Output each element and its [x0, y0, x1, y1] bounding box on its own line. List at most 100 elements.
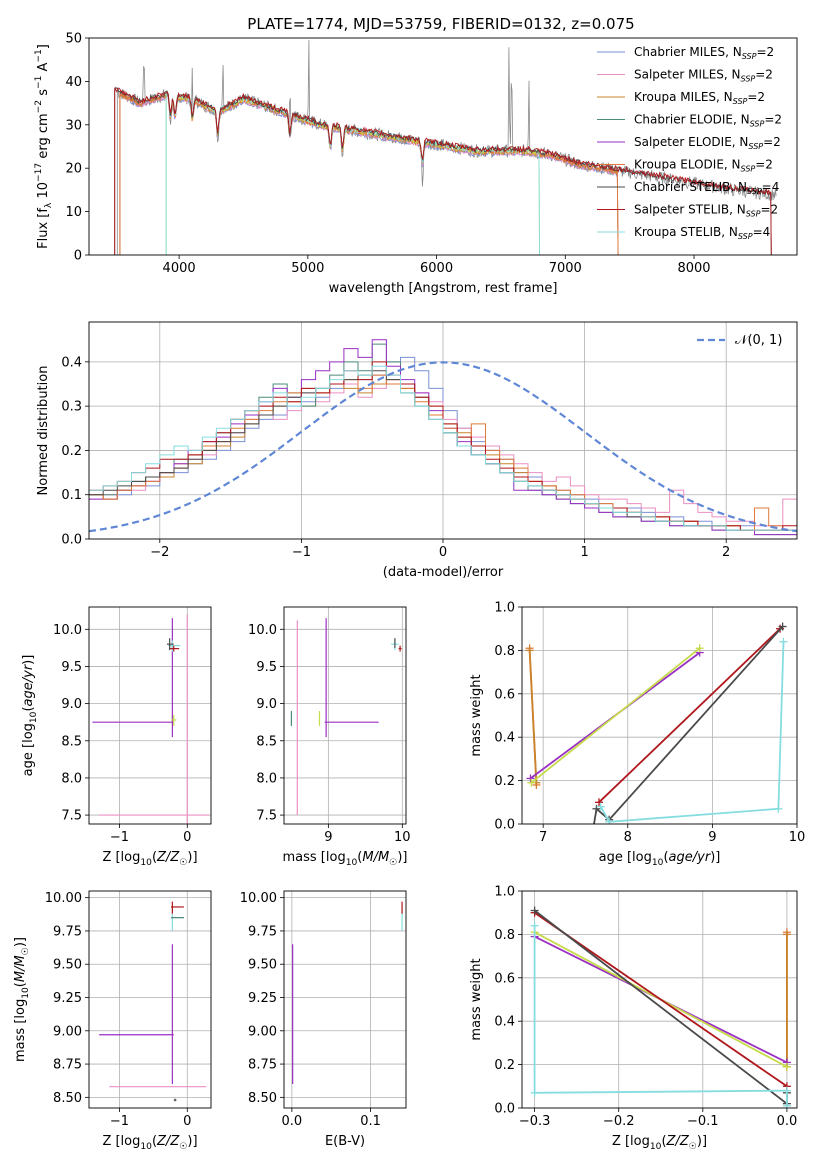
label-fragment: M/M: [362, 850, 389, 865]
y-tick-label: 10: [65, 205, 82, 220]
legend-count: =2: [760, 203, 778, 217]
label-fragment: Z [log: [102, 1134, 140, 1149]
y-tick-label: 10.0: [248, 623, 277, 638]
x-tick-label: 9: [324, 830, 332, 845]
legend-subscript: SSP: [748, 142, 763, 151]
weight-line: [530, 647, 701, 784]
legend-label: Salpeter MILES, NSSP=2: [634, 68, 773, 84]
y-tick-label: 10.00: [45, 891, 82, 906]
x-tick-label: 0.0: [282, 1114, 303, 1129]
axes-frame: [521, 890, 798, 1109]
y-tick-label: 0.4: [494, 731, 515, 746]
label-fragment: A: [36, 62, 51, 75]
legend-count: =2: [747, 90, 765, 104]
panel-z_vs_age: −1 07.58.08.59.09.510.0Z [log10(Z/Z☉)]age…: [21, 606, 212, 868]
label-fragment: (: [152, 850, 157, 865]
x-tick-label: −0.1: [687, 1114, 719, 1129]
y-tick-label: 8.5: [61, 734, 82, 749]
y-axis-label: age [log10(age/yr)]: [21, 655, 39, 777]
label-fragment: (: [13, 982, 28, 987]
plot-area: [522, 607, 797, 824]
y-tick-label: 8.50: [248, 1091, 277, 1106]
y-tick-label: 9.50: [248, 958, 277, 973]
y-tick-label: 0.0: [61, 533, 82, 548]
legend-label: Chabrier STELIB, NSSP=4: [634, 180, 779, 196]
label-fragment: −17: [34, 163, 44, 182]
legend-text: Salpeter MILES, N: [634, 68, 741, 82]
y-tick-label: 8.0: [256, 771, 277, 786]
label-fragment: age/yr: [669, 850, 712, 865]
legend-subscript: SSP: [742, 52, 757, 61]
y-tick-label: 9.50: [53, 958, 82, 973]
legend-text: Chabrier STELIB, N: [634, 180, 747, 194]
x-tick-label: −2: [150, 545, 169, 560]
y-tick-label: 9.00: [248, 1024, 277, 1039]
x-axis-label: Z [log10(Z/Z☉)]: [612, 1134, 707, 1152]
model-spectrum: [165, 92, 540, 255]
y-tick-label: 0.0: [494, 1102, 515, 1117]
label-fragment: Z [log: [612, 1134, 650, 1149]
model-spectrum: [114, 87, 772, 255]
legend-label: Kroupa STELIB, NSSP=4: [634, 225, 770, 241]
x-axis-label: E(B-V): [325, 1134, 365, 1149]
x-axis-label: (data-model)/error: [383, 565, 504, 580]
label-fragment: )]: [397, 850, 407, 865]
model-spectrum: [119, 91, 619, 255]
label-fragment: 10: [21, 987, 31, 999]
x-tick-label: 0.1: [360, 1114, 381, 1129]
legend-label: Kroupa ELODIE, NSSP=2: [634, 158, 773, 174]
label-fragment: age [log: [599, 850, 652, 865]
axes-frame: [88, 606, 212, 825]
y-tick-label: 1.0: [494, 885, 515, 900]
label-fragment: s: [36, 89, 51, 100]
plot-area: [522, 891, 797, 1108]
y-tick-label: 9.0: [61, 697, 82, 712]
y-tick-label: 9.00: [53, 1024, 82, 1039]
panel-z_vs_weight: −0.3 −0.2 −0.1 0.0 0.0 0.2 0.4 0.6 0.8 1.0 Z [log1…: [469, 885, 798, 1152]
weight-line: [533, 925, 788, 1106]
weight-line: [534, 909, 788, 1106]
y-tick-label: 7.5: [61, 809, 82, 824]
y-tick-label: 0.3: [61, 400, 82, 415]
axes-frame: [88, 37, 798, 256]
y-tick-label: 0.4: [494, 1015, 515, 1030]
plot-area: [284, 607, 406, 824]
label-fragment: )]: [187, 850, 197, 865]
y-tick-label: 8.50: [53, 1091, 82, 1106]
label-fragment: ]: [36, 44, 51, 49]
label-fragment: )]: [21, 655, 36, 665]
label-fragment: (: [357, 850, 362, 865]
x-tick-label: 8: [624, 830, 632, 845]
y-tick-label: 9.75: [53, 924, 82, 939]
label-fragment: ☉: [179, 1142, 187, 1152]
label-fragment: Z/Z: [666, 1134, 690, 1149]
label-fragment: λ: [44, 202, 54, 208]
y-tick-label: 8.0: [61, 771, 82, 786]
y-tick-label: 0.2: [494, 774, 515, 789]
x-tick-label: −1: [292, 545, 311, 560]
x-tick-label: 2: [722, 545, 730, 560]
y-tick-label: 40: [65, 75, 82, 90]
panel-spectrum: 4000 5000 6000 7000 8000 0 10 20 30 40 50 wavelengt…: [34, 32, 798, 296]
residual-histogram: [89, 365, 797, 531]
y-tick-label: 0.1: [61, 488, 82, 503]
legend-subscript: SSP: [746, 210, 761, 219]
plot-area: [114, 39, 777, 255]
x-tick-label: 8000: [677, 261, 710, 276]
model-spectrum: [165, 91, 540, 255]
y-tick-label: 9.5: [61, 660, 82, 675]
label-fragment: 10: [140, 858, 152, 868]
label-fragment: ☉: [689, 1142, 697, 1152]
y-tick-label: 8.5: [256, 734, 277, 749]
x-tick-label: 10: [394, 830, 411, 845]
x-tick-label: 1: [580, 545, 588, 560]
legend-text: Kroupa MILES, N: [634, 90, 733, 104]
y-tick-label: 9.0: [256, 697, 277, 712]
legend-label: Kroupa MILES, NSSP=2: [634, 90, 765, 106]
legend-subscript: SSP: [741, 75, 756, 84]
x-axis-label: wavelength [Angstrom, rest frame]: [329, 281, 558, 296]
model-spectrum: [119, 93, 619, 255]
label-fragment: (: [152, 1134, 157, 1149]
axes-frame: [88, 890, 212, 1109]
